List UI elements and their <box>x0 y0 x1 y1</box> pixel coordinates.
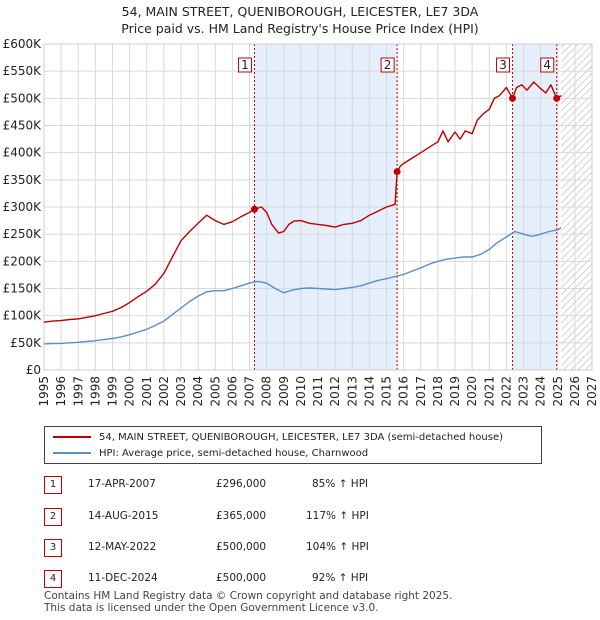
x-tick-label: 2010 <box>294 376 308 407</box>
x-tick-label: 2013 <box>345 376 359 407</box>
x-tick-label: 2023 <box>517 376 531 407</box>
y-tick-label: £450K <box>3 119 43 133</box>
x-tick-label: 1997 <box>71 376 85 407</box>
sale-hpi: 117% ↑ HPI <box>306 510 369 522</box>
sale-price: £365,000 <box>216 510 267 522</box>
x-tick-label: 1995 <box>37 376 51 407</box>
x-tick-label: 2012 <box>328 376 342 407</box>
sale-marker-badge: 1 <box>44 476 62 494</box>
price-chart: 1 2 3 4 £0 £50K £100K £150K £200K £250K £300K £350K… <box>3 37 599 407</box>
x-tick-label: 2011 <box>311 376 325 407</box>
sale-label-2: 2 <box>384 58 392 72</box>
sale-label-box-3 <box>496 57 511 73</box>
sale-label-box-4 <box>540 57 555 73</box>
y-tick-label: £350K <box>3 173 43 187</box>
sale-label-3: 3 <box>499 58 507 72</box>
legend-property-label: 54, MAIN STREET, QUENIBOROUGH, LEICESTER… <box>99 431 503 443</box>
x-tick-label: 1999 <box>106 376 120 407</box>
y-tick-label: £600K <box>3 37 43 51</box>
footer-license: This data is licensed under the Open Gov… <box>44 602 379 614</box>
x-tick-label: 2025 <box>551 376 565 407</box>
x-tick-label: 2006 <box>225 376 239 407</box>
sale-marker-badge: 3 <box>44 539 62 557</box>
legend-red-line <box>53 436 91 438</box>
y-tick-label: £400K <box>3 146 43 160</box>
sale-marker-badge: 2 <box>44 508 62 526</box>
sale-hpi: 104% ↑ HPI <box>306 541 369 553</box>
y-tick-label: £100K <box>3 309 43 323</box>
x-tick-label: 2018 <box>431 376 445 407</box>
x-tick-label: 2008 <box>260 376 274 407</box>
legend-blue-line <box>53 452 91 454</box>
x-tick-label: 2021 <box>482 376 496 407</box>
sale-row-1: 1 17-APR-2007 £296,000 85% ↑ HPI <box>44 476 444 496</box>
x-tick-label: 2022 <box>499 376 513 407</box>
x-tick-label: 2014 <box>362 376 376 407</box>
sale-row-2: 2 14-AUG-2015 £365,000 117% ↑ HPI <box>44 508 444 528</box>
y-tick-label: £50K <box>10 336 42 350</box>
y-tick-label: £500K <box>3 91 43 105</box>
plot-frame <box>43 43 593 371</box>
y-tick-label: £300K <box>3 200 43 214</box>
legend-item-hpi: HPI: Average price, semi-detached house,… <box>53 446 368 460</box>
x-tick-label: 2015 <box>380 376 394 407</box>
sale-point-3 <box>509 94 517 102</box>
x-tick-label: 2001 <box>140 376 154 407</box>
x-tick-label: 2017 <box>414 376 428 407</box>
x-tick-label: 2019 <box>448 376 462 407</box>
sale-date: 14-AUG-2015 <box>88 510 159 522</box>
x-tick-label: 2009 <box>277 376 291 407</box>
x-tick-label: 1998 <box>88 376 102 407</box>
x-tick-label: 2002 <box>157 376 171 407</box>
sale-label-box-2 <box>380 57 395 73</box>
legend-item-property: 54, MAIN STREET, QUENIBOROUGH, LEICESTER… <box>53 430 503 444</box>
sale-label-1: 1 <box>241 58 249 72</box>
x-tick-label: 2003 <box>174 376 188 407</box>
sale-label-4: 4 <box>543 58 551 72</box>
y-tick-label: £550K <box>3 64 43 78</box>
sale-price: £500,000 <box>216 541 267 553</box>
y-tick-label: £0 <box>26 363 41 377</box>
legend: 54, MAIN STREET, QUENIBOROUGH, LEICESTER… <box>44 426 542 464</box>
footer-copyright: Contains HM Land Registry data © Crown c… <box>44 590 453 602</box>
y-tick-label: £250K <box>3 227 43 241</box>
hpi-line <box>43 227 562 345</box>
x-tick-label: 2016 <box>397 376 411 407</box>
chart-title-line2: Price paid vs. HM Land Registry's House … <box>121 21 479 36</box>
x-tick-label: 2027 <box>585 376 599 407</box>
property-price-line <box>43 81 562 323</box>
sale-point-4 <box>553 94 561 102</box>
sale-price: £296,000 <box>216 478 267 490</box>
x-tick-label: 2005 <box>208 376 222 407</box>
sale-marker-badge: 4 <box>44 570 62 588</box>
chart-title-line1: 54, MAIN STREET, QUENIBOROUGH, LEICESTER… <box>121 4 479 19</box>
sale-hpi: 92% ↑ HPI <box>312 572 369 584</box>
y-tick-label: £150K <box>3 282 43 296</box>
sale-date: 12-MAY-2022 <box>88 541 157 553</box>
sale-label-box-1 <box>237 57 252 73</box>
sale-row-3: 3 12-MAY-2022 £500,000 104% ↑ HPI <box>44 539 444 559</box>
sale-point-2 <box>393 168 401 176</box>
sale-row-4: 4 11-DEC-2024 £500,000 92% ↑ HPI <box>44 570 444 590</box>
y-tick-label: £200K <box>3 254 43 268</box>
x-tick-label: 2000 <box>123 376 137 407</box>
sale-hpi: 85% ↑ HPI <box>312 478 369 490</box>
x-tick-label: 2004 <box>191 376 205 407</box>
sale-date: 11-DEC-2024 <box>88 572 158 584</box>
x-tick-label: 2024 <box>534 376 548 407</box>
x-tick-label: 1996 <box>54 376 68 407</box>
sale-point-1 <box>250 205 258 213</box>
sale-date: 17-APR-2007 <box>88 478 156 490</box>
legend-hpi-label: HPI: Average price, semi-detached house,… <box>99 447 369 459</box>
sale-price: £500,000 <box>216 572 267 584</box>
x-tick-label: 2026 <box>568 376 582 407</box>
x-tick-label: 2007 <box>243 376 257 407</box>
x-tick-label: 2020 <box>465 376 479 407</box>
